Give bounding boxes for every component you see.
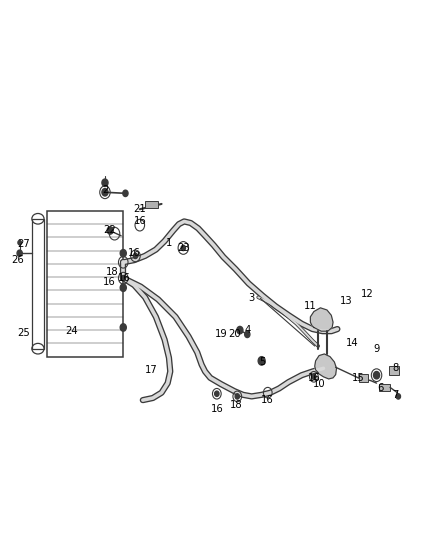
Text: 27: 27 [18, 239, 30, 249]
Circle shape [396, 394, 400, 399]
Text: 18: 18 [106, 267, 119, 277]
Circle shape [102, 189, 108, 196]
Circle shape [312, 374, 316, 379]
Text: 16: 16 [118, 273, 131, 283]
Bar [145, 201, 158, 208]
Text: 1: 1 [166, 238, 172, 248]
Circle shape [120, 249, 126, 257]
Bar [379, 384, 390, 391]
Circle shape [121, 276, 125, 281]
Text: 16: 16 [210, 403, 223, 414]
Circle shape [258, 357, 265, 365]
Text: 3: 3 [248, 293, 255, 303]
Text: 26: 26 [11, 255, 24, 265]
Text: 16: 16 [307, 373, 320, 383]
Text: 5: 5 [259, 357, 266, 367]
Circle shape [102, 179, 108, 187]
Text: 19: 19 [215, 329, 228, 340]
Text: 8: 8 [392, 364, 399, 373]
Text: 4: 4 [244, 325, 251, 335]
Circle shape [374, 372, 380, 379]
Text: 16: 16 [128, 248, 141, 259]
Circle shape [235, 394, 240, 399]
Circle shape [120, 284, 126, 292]
Text: 22: 22 [103, 225, 116, 236]
Bar [47, 211, 123, 357]
Bar [359, 374, 368, 382]
Text: 7: 7 [392, 390, 399, 400]
Circle shape [133, 253, 138, 259]
Text: 18: 18 [230, 400, 243, 410]
Text: 15: 15 [352, 373, 365, 383]
Text: 12: 12 [360, 289, 373, 299]
Text: 20: 20 [228, 329, 240, 340]
Circle shape [120, 324, 126, 331]
Text: 24: 24 [66, 326, 78, 336]
Circle shape [18, 240, 21, 245]
Text: 6: 6 [377, 383, 383, 393]
Polygon shape [315, 354, 336, 379]
Circle shape [237, 326, 243, 334]
Circle shape [181, 245, 185, 251]
Text: 16: 16 [261, 395, 274, 405]
Text: 14: 14 [346, 338, 358, 349]
Circle shape [215, 391, 219, 397]
Text: 2: 2 [102, 184, 108, 195]
Text: 17: 17 [145, 365, 158, 375]
Circle shape [107, 227, 113, 234]
Text: 10: 10 [313, 379, 325, 389]
Text: 25: 25 [18, 328, 30, 338]
Circle shape [123, 190, 128, 197]
Text: 16: 16 [103, 277, 116, 287]
Circle shape [245, 331, 250, 337]
Text: 16: 16 [134, 216, 146, 227]
Text: 13: 13 [340, 296, 353, 306]
Polygon shape [311, 308, 333, 331]
Text: 9: 9 [373, 344, 380, 354]
Text: 21: 21 [134, 204, 146, 214]
Text: 23: 23 [177, 243, 190, 253]
Bar [32, 219, 44, 349]
Bar [389, 366, 399, 375]
Circle shape [17, 250, 22, 256]
Text: 11: 11 [304, 301, 317, 311]
